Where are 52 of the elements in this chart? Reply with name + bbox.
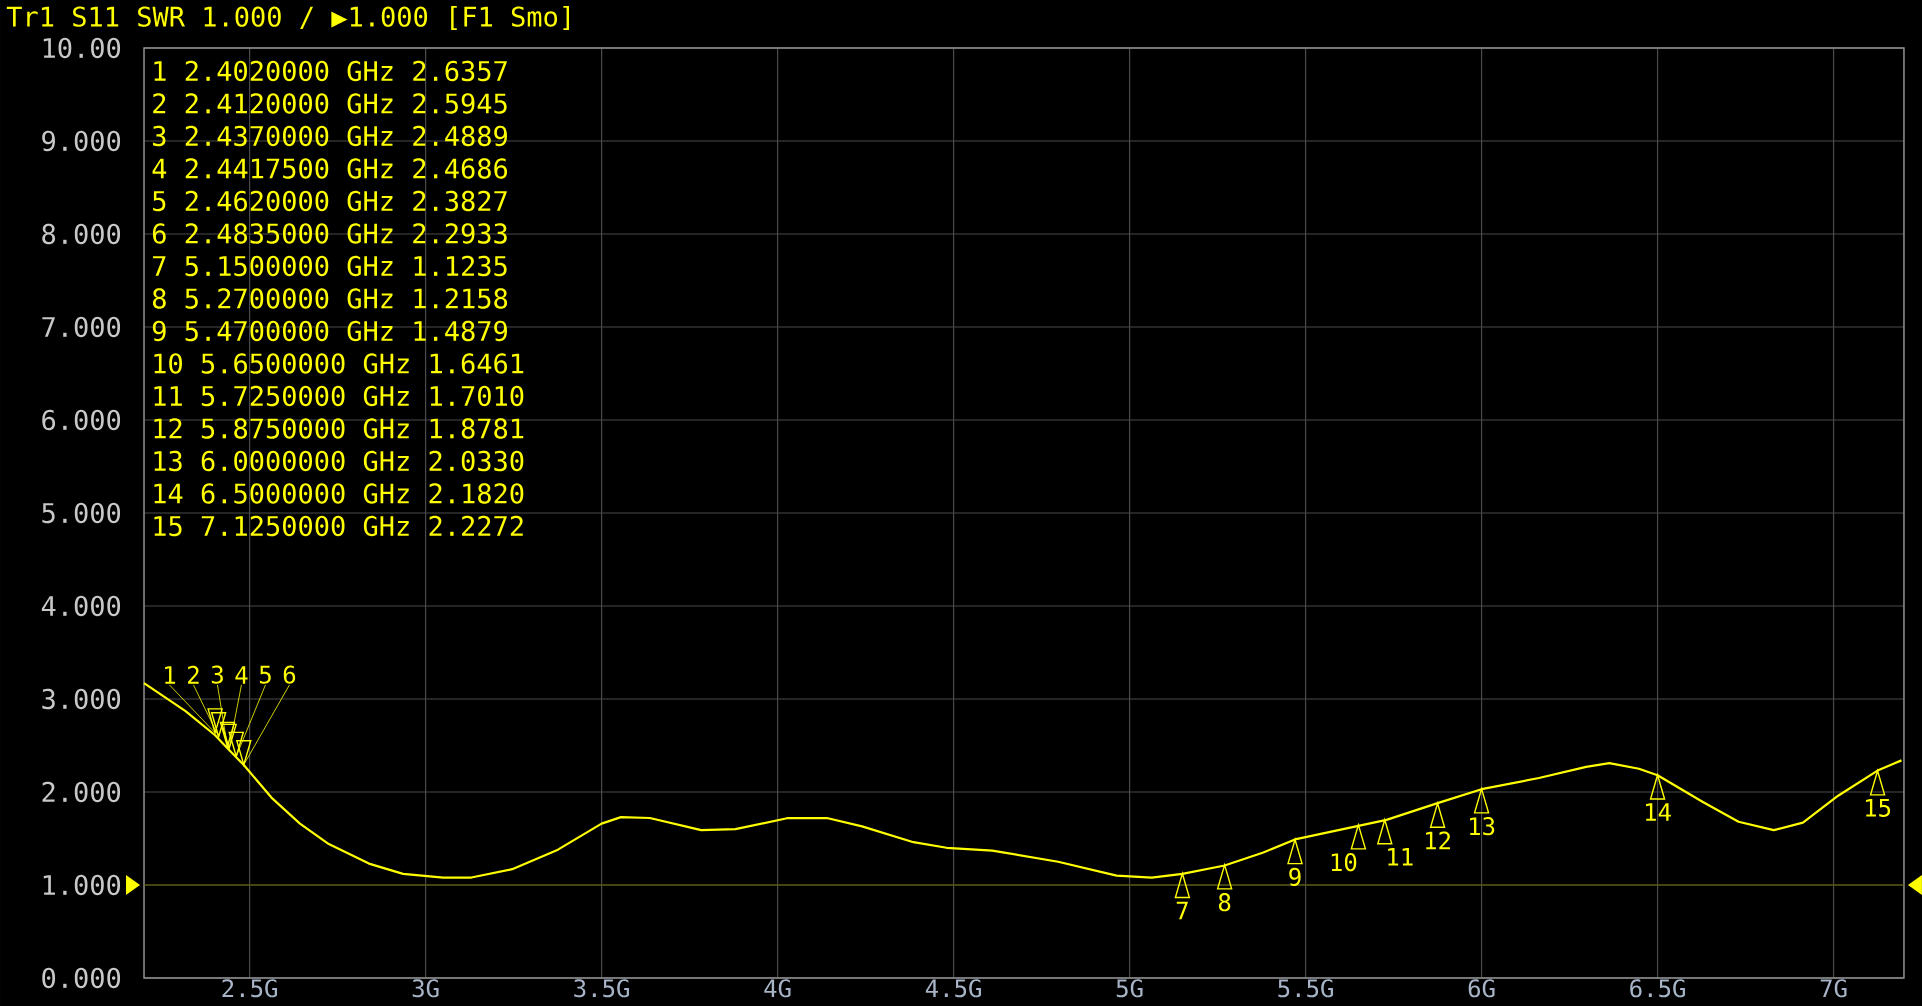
annotation: 5 2.4620000 GHz 2.3827 (153, 190, 507, 212)
annotation: 15 (1866, 799, 1891, 817)
y-tick-label: 1.000 (43, 874, 121, 896)
annotation: 12 (1426, 831, 1450, 850)
x-tick-label: 6.5G (1630, 979, 1685, 998)
annotation: 9 5.4700000 GHz 1.4879 (152, 320, 507, 342)
annotation: 4 2.4417500 GHz 2.4686 (152, 158, 508, 179)
x-tick-label: 4G (764, 979, 791, 998)
annotation: 11 (1388, 848, 1413, 866)
y-tick-label: 5.000 (42, 502, 121, 524)
annotation: 13 6.0000000 GHz 2.0330 (154, 450, 524, 472)
x-tick-label: 2.5G (222, 979, 277, 998)
annotation: 3 2.4370000 GHz 2.4889 (153, 125, 507, 147)
annotation: 3 (211, 665, 223, 684)
annotation: 14 6.5000000 GHz 2.1820 (154, 483, 524, 504)
annotation: 2 2.4120000 GHz 2.5945 (153, 93, 507, 114)
x-tick-label: 6G (1468, 979, 1495, 998)
y-tick-label: 8.000 (42, 223, 121, 245)
x-tick-label: 3.5G (574, 979, 629, 998)
x-tick-label: 4.5G (925, 979, 981, 998)
annotation: 9 (1289, 867, 1301, 886)
y-tick-label: 0.000 (42, 967, 121, 989)
annotation: 8 (1218, 893, 1231, 912)
chart-title: Tr1 S11 SWR 1.000 / ▶1.000 [F1 Smo] (6, 5, 569, 31)
y-tick-label: 6.000 (42, 409, 121, 431)
annotation: 7 5.1500000 GHz 1.1235 (153, 255, 507, 277)
annotation: 11 5.7250000 GHz 1.7010 (154, 385, 524, 407)
y-tick-label: 9.000 (42, 130, 121, 152)
annotation: 1 2.4020000 GHz 2.6357 (154, 60, 507, 82)
y-tick-label: 3.000 (42, 688, 121, 710)
annotation: 2 (188, 665, 199, 684)
annotation: 7 (1176, 901, 1188, 920)
annotation: 10 (1331, 853, 1357, 872)
x-tick-label: 5.5G (1278, 979, 1333, 998)
annotation: 6 (283, 665, 296, 684)
annotation: 5 (259, 665, 271, 684)
annotation: 6 2.4835000 GHz 2.2933 (152, 223, 507, 244)
x-tick-label: 3G (412, 979, 439, 998)
x-tick-label: 7G (1820, 979, 1847, 998)
annotation: 13 (1470, 817, 1495, 836)
y-tick-label: 7.000 (42, 316, 121, 338)
annotation: 4 (235, 666, 248, 684)
y-tick-label: 2.000 (42, 781, 121, 803)
annotation: 14 (1646, 803, 1671, 821)
annotation: 15 7.1250000 GHz 2.2272 (154, 515, 523, 537)
y-tick-label: 10.00 (43, 37, 121, 59)
x-tick-label: 5G (1116, 979, 1143, 998)
annotation: 12 5.8750000 GHz 1.8781 (154, 418, 524, 439)
y-tick-label: 4.000 (41, 595, 121, 617)
annotation: 8 5.2700000 GHz 1.2158 (152, 288, 508, 309)
annotation: 10 5.6500000 GHz 1.6461 (154, 353, 524, 374)
annotation: 1 (165, 666, 176, 684)
